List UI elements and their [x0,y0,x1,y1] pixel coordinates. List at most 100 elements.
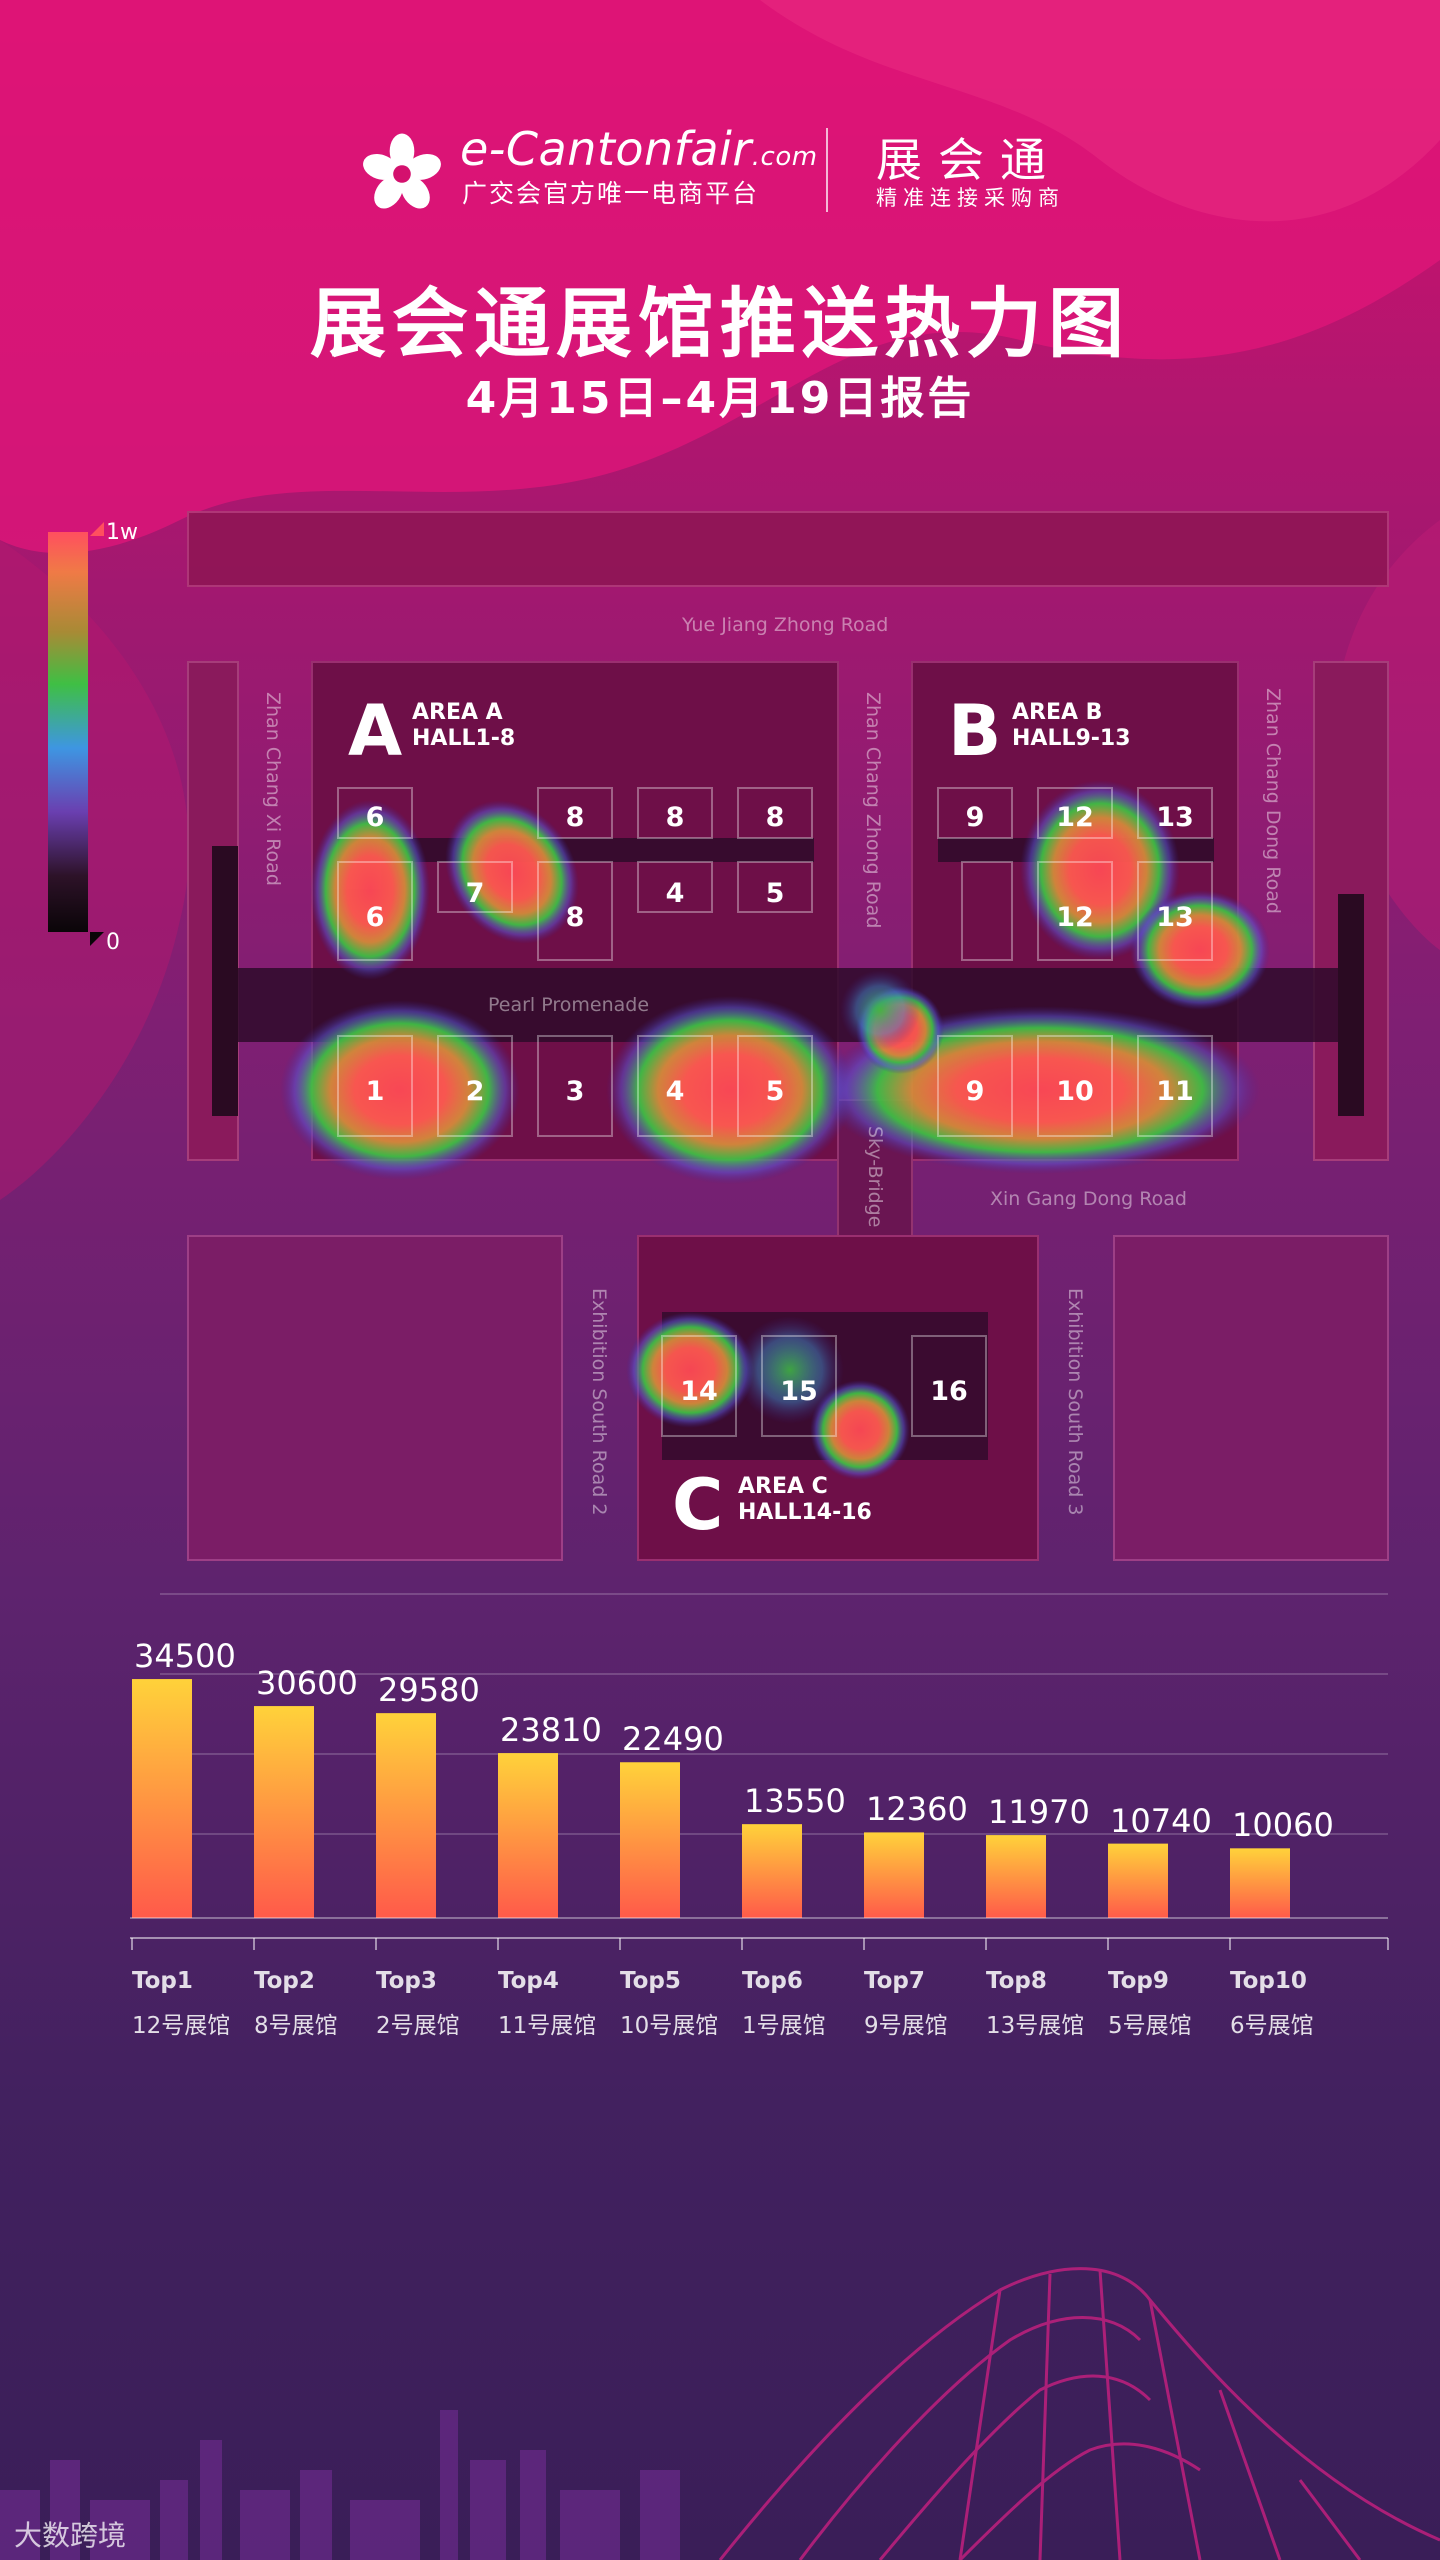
heat-blob [310,800,430,980]
area-a-letter: A [348,690,403,772]
product-name: 展会通 [876,133,1062,187]
hall-label: 6 [365,802,385,833]
bar-top3 [376,1713,436,1918]
hall-label: 6 [365,902,385,933]
heat-legend-gradient [48,532,88,932]
hall-label: 7 [465,878,485,909]
category-rank-label: Top9 [1108,1968,1169,1994]
bar-top8 [986,1835,1046,1918]
bar-top6 [742,1824,802,1918]
page-subtitle: 4月15日–4月19日报告 [465,373,975,424]
heat-legend: 1w 0 [46,520,166,960]
top-building-strip [187,511,1389,587]
hall-outline [637,861,713,913]
bar-value-label: 11970 [988,1793,1090,1832]
category-hall-label: 6号展馆 [1230,2013,1314,2039]
category-hall-label: 8号展馆 [254,2013,338,2039]
area-b-label: AREA B HALL9-13 [1012,700,1131,751]
category-hall-label: 11号展馆 [498,2013,597,2039]
hall-label: 9 [965,802,985,833]
bar-chart-svg [130,1593,1389,1950]
hall-label: 8 [665,802,685,833]
top10-bar-chart: 34500 Top1 12号展馆 30600 Top2 8号展馆 29580 Top3 2号展馆… [130,1590,1400,2060]
road-zhan-chang-xi: Zhan Chang Xi Road [262,692,284,886]
brand-name: e-Cantonfair.com [460,122,818,176]
hall-outline [537,787,613,839]
bar-value-label: 29580 [378,1671,480,1710]
heat-blob [810,1380,910,1480]
logo-row: e-Cantonfair.com 广交会官方唯一电商平台 展会通 精准连接采购商 [358,122,1088,222]
road-exhibition-south-3: Exhibition South Road 3 [1064,1288,1086,1516]
heat-blob [840,970,920,1050]
hall-outline [437,1035,513,1137]
hall-label: 15 [780,1376,818,1407]
road-xin-gang-dong: Xin Gang Dong Road [990,1188,1187,1210]
bar-value-label: 10060 [1232,1806,1334,1845]
bar-top5 [620,1762,680,1918]
hall-outline [737,1035,813,1137]
category-rank-label: Top10 [1230,1968,1307,1994]
bar-top9 [1108,1843,1168,1918]
bar-value-label: 22490 [622,1720,724,1759]
category-hall-label: 9号展馆 [864,2013,948,2039]
heat-blob [1130,890,1270,1010]
hall-label: 11 [1156,1076,1194,1107]
area-b-letter: B [948,690,1002,772]
hall-outline [737,861,813,913]
category-rank-label: Top6 [742,1968,803,1994]
category-rank-label: Top5 [620,1968,681,1994]
hall-label: 8 [565,902,585,933]
hall-outline [1137,1035,1213,1137]
road-zhan-chang-zhong: Zhan Chang Zhong Road [862,692,884,929]
product-tagline: 精准连接采购商 [876,186,1065,210]
hall-outline [911,1335,987,1437]
hall-outline [937,1035,1013,1137]
canton-fair-flower-icon [363,133,441,209]
hall-outline [1137,861,1213,961]
bar-top7 [864,1832,924,1918]
bar-top4 [498,1753,558,1918]
hall-outline [1137,787,1213,839]
hall-label: 13 [1156,902,1194,933]
watermark: 大数跨境 [14,2519,127,2552]
legend-max-marker-icon [90,522,104,536]
hall-outline [661,1335,737,1437]
bar-value-label: 23810 [500,1711,602,1750]
hall-label: 12 [1056,902,1094,933]
category-hall-label: 13号展馆 [986,2013,1085,2039]
hall-outline [1037,1035,1113,1137]
heat-blob [1020,780,1180,960]
legend-min-label: 0 [106,930,120,955]
heat-blob [280,1000,520,1180]
hall-label: 8 [765,802,785,833]
page-title: 展会通展馆推送热力图 [310,279,1130,368]
lower-right-block [1113,1235,1389,1561]
category-hall-label: 5号展馆 [1108,2013,1192,2039]
road-yue-jiang: Yue Jiang Zhong Road [682,614,889,636]
hall-outline [637,787,713,839]
hall-label: 12 [1056,802,1094,833]
road-sky-bridge: Sky-Bridge [864,1126,886,1228]
road-pearl-promenade: Pearl Promenade [488,994,650,1016]
bar-top10 [1230,1848,1290,1918]
area-c-label: AREA C HALL14-16 [738,1474,872,1525]
hall-outline [437,861,513,913]
hall-outline [1037,787,1113,839]
bar-value-label: 13550 [744,1782,846,1821]
bar-value-label: 34500 [134,1637,236,1676]
heat-blob [626,1312,754,1428]
hall-label: 13 [1156,802,1194,833]
category-rank-label: Top4 [498,1968,559,1994]
bar-value-label: 12360 [866,1790,968,1829]
bar-top2 [254,1706,314,1918]
road-exhibition-south-2: Exhibition South Road 2 [588,1288,610,1516]
hall-label: 2 [465,1076,485,1107]
area-c-letter: C [672,1464,724,1546]
legend-max-label: 1w [106,520,138,545]
category-rank-label: Top1 [132,1968,193,1994]
category-rank-label: Top2 [254,1968,315,1994]
brand-tagline: 广交会官方唯一电商平台 [462,179,760,208]
right-side-bar [1338,894,1364,1116]
logo-divider [826,128,828,212]
hall-label: 14 [680,1376,718,1407]
